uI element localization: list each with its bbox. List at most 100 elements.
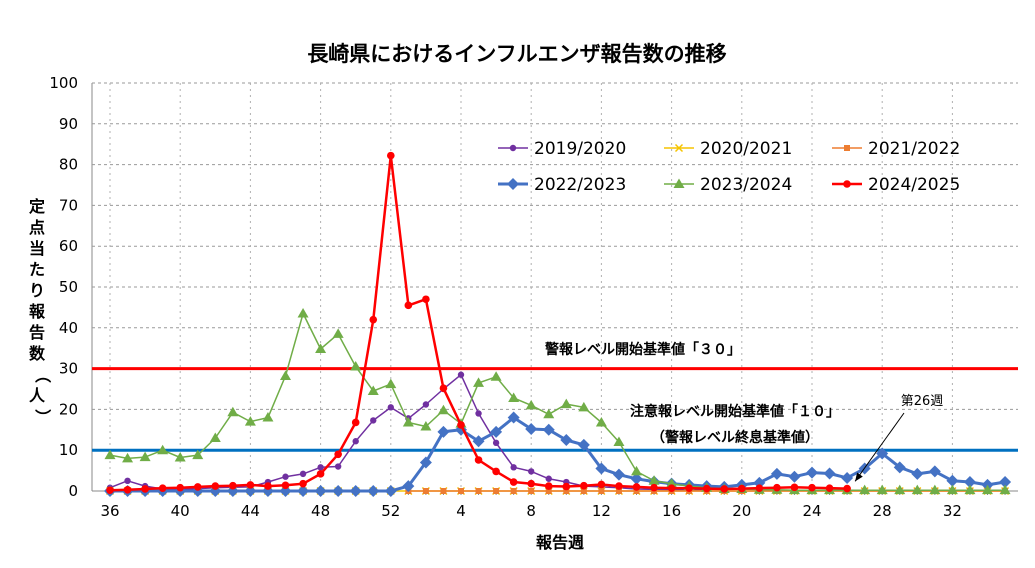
data-point xyxy=(720,485,729,493)
data-point xyxy=(632,483,641,491)
data-point xyxy=(577,438,590,451)
data-point xyxy=(859,484,871,495)
data-point xyxy=(545,475,552,482)
data-point xyxy=(843,484,851,493)
data-point xyxy=(176,483,184,492)
data-point xyxy=(544,482,553,490)
data-point xyxy=(437,404,449,415)
data-point xyxy=(492,439,500,447)
data-point xyxy=(843,180,851,188)
y-tick-label: 70 xyxy=(59,196,78,214)
data-point xyxy=(387,151,395,160)
data-point xyxy=(702,484,711,493)
data-point xyxy=(264,482,272,490)
data-point xyxy=(509,144,517,152)
data-point xyxy=(139,451,151,462)
data-point xyxy=(281,481,290,490)
data-point xyxy=(946,484,958,495)
data-point xyxy=(630,472,643,485)
x-tick-label: 12 xyxy=(592,502,611,520)
data-point xyxy=(402,416,414,427)
y-tick-label: 30 xyxy=(59,360,78,378)
data-point xyxy=(508,392,520,402)
data-point xyxy=(507,411,520,424)
y-tick-label: 60 xyxy=(59,237,78,255)
data-point xyxy=(650,483,658,492)
data-point xyxy=(297,308,309,318)
y-axis-label-char: 人 xyxy=(29,386,46,405)
data-point xyxy=(279,485,292,497)
data-point xyxy=(492,467,500,476)
x-tick-label: 8 xyxy=(526,502,536,520)
data-point xyxy=(352,438,359,445)
data-point xyxy=(964,484,976,495)
x-axis: 36 40 44 48 52 4 8 12 16 20 24 28 32 xyxy=(100,491,1006,520)
data-point xyxy=(580,488,587,494)
data-point xyxy=(982,484,993,495)
data-point xyxy=(825,484,834,492)
data-point xyxy=(615,488,622,494)
data-point xyxy=(631,465,642,476)
y-axis-label-char: 点 xyxy=(29,218,45,237)
legend-item: 2024/2025 xyxy=(832,175,960,195)
x-tick-label: 16 xyxy=(662,502,681,520)
data-point xyxy=(893,461,906,474)
series-line xyxy=(110,416,1006,493)
data-point xyxy=(106,486,114,494)
advisory-level-label: 注意報レベル開始基準値「１０」 xyxy=(630,403,840,420)
data-point xyxy=(124,477,131,484)
data-point xyxy=(806,466,818,479)
series-group xyxy=(104,151,1012,497)
data-point xyxy=(493,488,500,494)
data-point xyxy=(262,412,274,422)
y-axis-label-char: り xyxy=(29,281,45,300)
data-point xyxy=(457,371,465,378)
legend-item: 2021/2022 xyxy=(832,139,960,159)
data-point xyxy=(963,476,976,489)
data-point xyxy=(316,470,325,478)
data-point xyxy=(808,483,816,492)
y-tick-label: 40 xyxy=(59,319,78,337)
data-point xyxy=(244,485,257,497)
data-point xyxy=(349,485,362,497)
data-point xyxy=(597,480,606,489)
data-point xyxy=(613,436,625,447)
data-point xyxy=(528,488,535,494)
data-point xyxy=(475,488,482,494)
y-axis-label-char: 当 xyxy=(29,239,45,258)
week26-arrow-line xyxy=(854,412,905,482)
legend-label: 2024/2025 xyxy=(868,175,960,195)
data-point xyxy=(351,418,360,427)
data-point xyxy=(685,484,693,492)
data-point xyxy=(560,398,572,409)
y-axis-label-char: ） xyxy=(33,409,52,425)
x-tick-label: 4 xyxy=(456,502,466,520)
y-tick-label: 0 xyxy=(68,482,78,500)
y-axis-label-char: 報 xyxy=(29,302,46,321)
data-point xyxy=(122,452,134,463)
chart-title: 長崎県におけるインフルエンザ報告数の推移 xyxy=(307,42,726,66)
legend-item: 2019/2020 xyxy=(498,139,626,159)
legend-item: 2020/2021 xyxy=(664,139,792,159)
data-point xyxy=(928,465,941,478)
data-point xyxy=(528,468,535,475)
data-point xyxy=(999,484,1011,495)
data-point xyxy=(350,361,362,371)
data-point xyxy=(474,456,483,464)
data-point xyxy=(510,488,517,494)
data-point xyxy=(385,378,397,389)
x-tick-label: 44 xyxy=(241,502,260,520)
data-point xyxy=(193,483,202,491)
data-point xyxy=(123,485,132,494)
x-tick-label: 36 xyxy=(100,502,119,520)
y-axis: 0 10 20 30 40 50 60 70 80 90 100 xyxy=(49,74,78,500)
data-point xyxy=(911,484,923,495)
data-point xyxy=(422,295,430,304)
data-point xyxy=(560,434,573,446)
data-point xyxy=(674,143,684,153)
data-point xyxy=(174,452,186,462)
data-point xyxy=(788,470,801,483)
data-point xyxy=(457,421,465,429)
data-point xyxy=(473,377,485,387)
